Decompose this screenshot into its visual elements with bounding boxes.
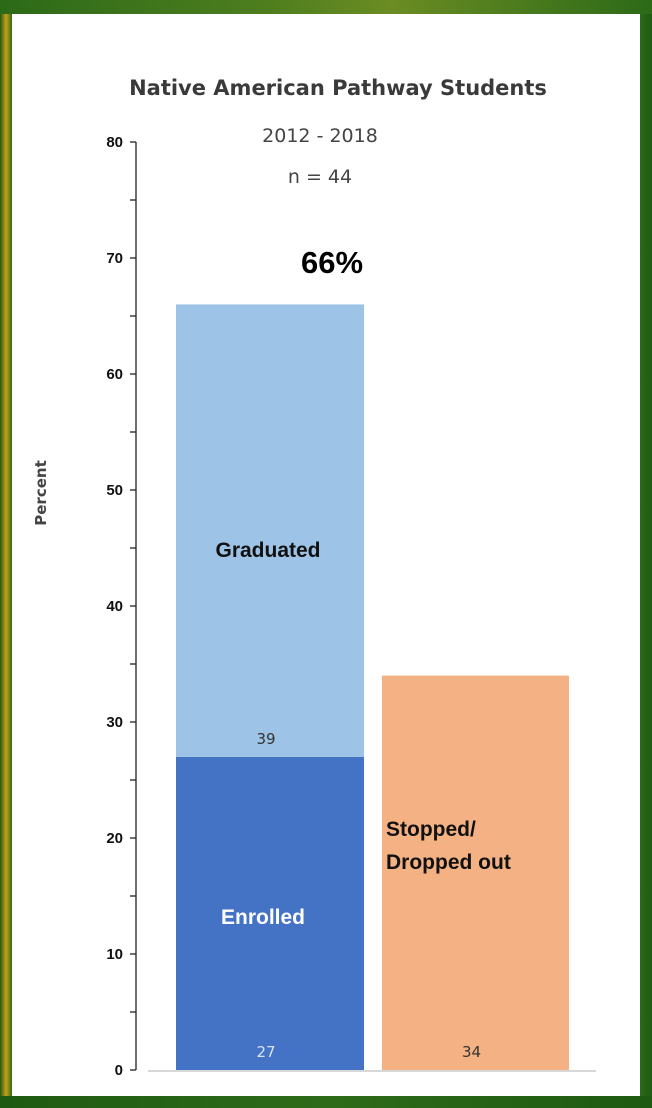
- sample-size-label: n = 44: [288, 166, 352, 188]
- segment-label-graduated: Graduated: [215, 539, 320, 562]
- bar-segment: [176, 756, 364, 1070]
- bars: 27 39 34 Enrolled Graduated Stopped/Dropped o…: [176, 245, 569, 1070]
- y-axis-label: Percent: [32, 460, 50, 525]
- segment-label-stopped-line2: Dropped out: [386, 851, 511, 874]
- frame-top: [0, 0, 652, 14]
- chart-subtitle: 2012 - 2018: [262, 125, 378, 147]
- y-tick-label: 0: [115, 1062, 123, 1079]
- y-tick-label: 20: [106, 830, 123, 847]
- chart-title: Native American Pathway Students: [129, 76, 547, 100]
- frame-bottom: [0, 1096, 652, 1108]
- y-axis: 0 10 20 30 40 50 60 70 80: [106, 134, 596, 1079]
- y-tick-label: 30: [106, 714, 123, 731]
- bar-value-label: 34: [462, 1043, 481, 1061]
- y-tick-label: 40: [106, 598, 123, 615]
- y-tick-label: 10: [106, 946, 123, 963]
- y-tick-label: 70: [106, 250, 123, 267]
- y-tick-label: 80: [106, 134, 123, 151]
- bar-segment: [176, 304, 364, 757]
- bar-value-label: 27: [256, 1043, 275, 1061]
- bar-segment: [382, 675, 569, 1070]
- bar-total-label: 66%: [301, 245, 363, 280]
- y-tick-label: 50: [106, 482, 123, 499]
- bar-value-label: 39: [256, 730, 275, 748]
- segment-label-stopped-line1: Stopped/: [386, 818, 476, 841]
- segment-label-enrolled: Enrolled: [221, 906, 305, 929]
- y-tick-label: 60: [106, 366, 123, 383]
